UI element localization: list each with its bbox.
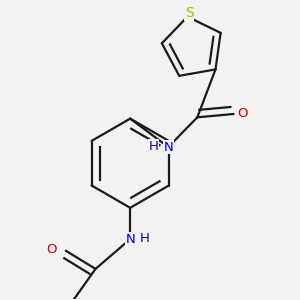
Text: H: H [140, 232, 150, 245]
Text: O: O [46, 243, 56, 256]
Text: N: N [164, 140, 173, 154]
Text: O: O [238, 107, 248, 120]
Text: N: N [125, 233, 135, 246]
Text: H: H [148, 140, 158, 153]
Text: S: S [185, 6, 194, 20]
